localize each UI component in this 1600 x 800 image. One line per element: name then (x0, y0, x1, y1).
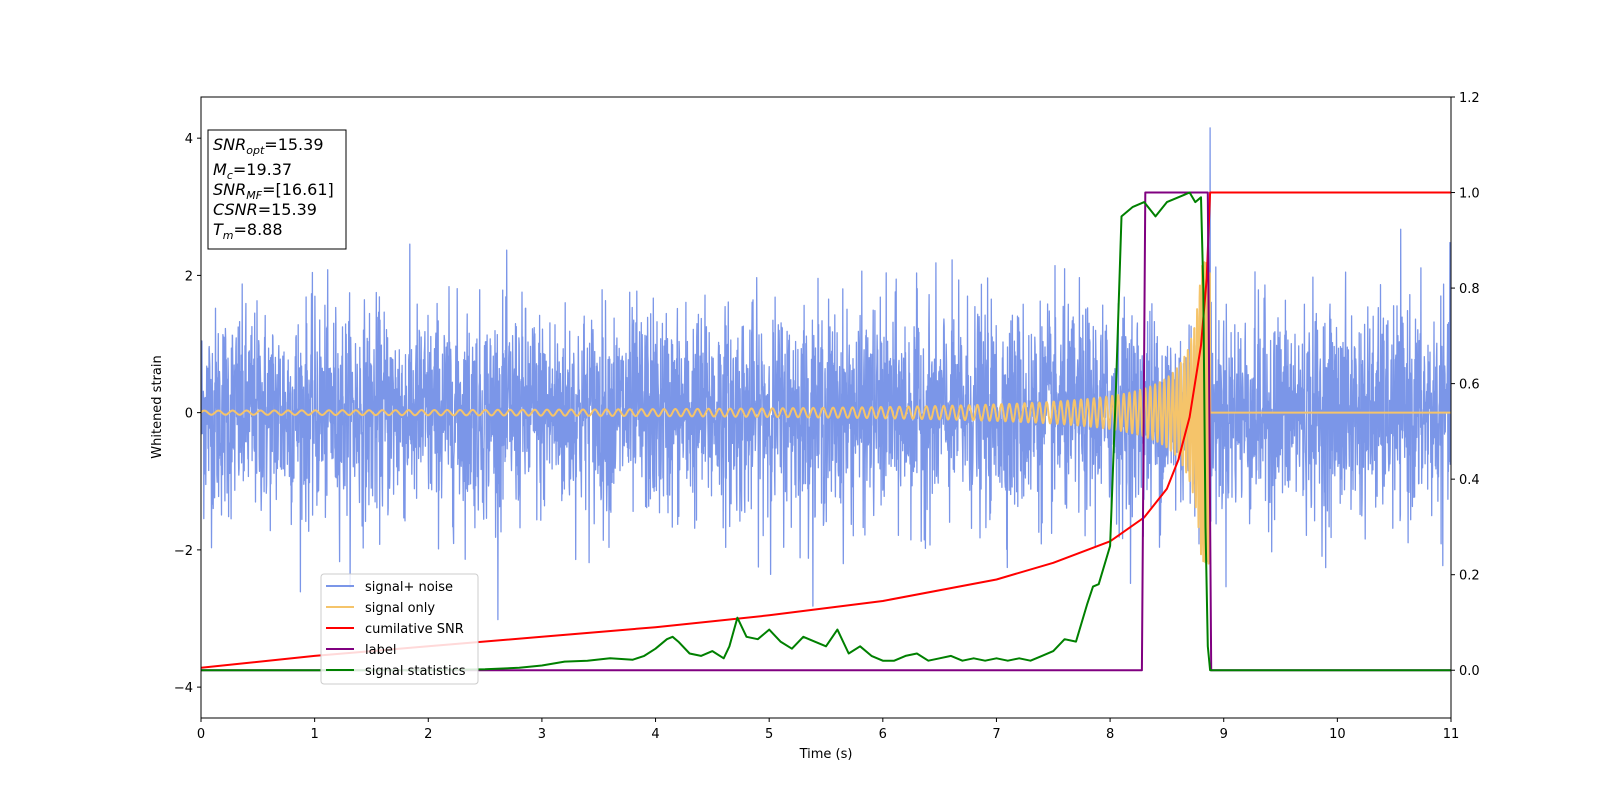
series-line-0 (201, 127, 1451, 621)
annotation-line: SNRopt=15.39 (213, 135, 324, 157)
x-tick-label: 4 (651, 727, 659, 742)
x-tick-label: 11 (1443, 727, 1460, 742)
y2-tick-label: 0.6 (1459, 378, 1480, 393)
annotation-line: Mc=19.37 (213, 160, 292, 182)
plot-frame (200, 96, 1452, 719)
y2-tick-label: 0.4 (1459, 473, 1480, 488)
y-axis-right: 0.0 0.2 0.4 0.6 0.8 1.0 1.2 (1451, 91, 1480, 679)
series-line-4 (201, 191, 1451, 672)
x-tick-label: 6 (879, 727, 887, 742)
y-tick-label: 2 (185, 269, 193, 284)
y-tick-label: 0 (185, 407, 193, 422)
x-tick-label: 1 (310, 727, 318, 742)
x-tick-label: 5 (765, 727, 773, 742)
legend-frame (320, 573, 479, 685)
annotation-line: CSNR=15.39 (213, 200, 317, 219)
annotation-frame (207, 129, 347, 250)
annotation-line: SNRMF=[16.61] (213, 180, 334, 202)
x-tick-label: 0 (197, 727, 205, 742)
stats-annotation-box: SNRopt=15.39 Mc=19.37SNRMF=[16.61]CSNR=15… (207, 129, 347, 250)
legend: signal+ noise signal only cumilative SNR la… (320, 573, 479, 685)
y-tick-label: 4 (185, 132, 193, 147)
y2-tick-label: 0.0 (1459, 664, 1480, 679)
y2-tick-label: 0.2 (1459, 569, 1480, 584)
x-tick-label: 10 (1329, 727, 1346, 742)
series-line-1 (201, 261, 1451, 565)
y2-tick-label: 1.2 (1459, 91, 1480, 106)
x-tick-label: 7 (992, 727, 1000, 742)
plot-area (201, 127, 1451, 672)
x-axis: 0 1 2 3 4 5 6 7 8 9 10 11 (197, 718, 1459, 742)
legend-label: cumilative SNR (365, 622, 464, 637)
y-tick-label: −2 (174, 544, 193, 559)
x-tick-label: 2 (424, 727, 432, 742)
x-tick-label: 8 (1106, 727, 1114, 742)
legend-label: label (365, 643, 396, 658)
annotation-line: Tm=8.88 (213, 220, 283, 242)
y2-tick-label: 0.8 (1459, 282, 1480, 297)
legend-label: signal only (365, 601, 435, 616)
y-axis-label: Whitened strain (150, 355, 165, 458)
y-tick-label: −4 (174, 681, 193, 696)
x-tick-label: 9 (1220, 727, 1228, 742)
x-tick-label: 3 (538, 727, 546, 742)
y2-tick-label: 1.0 (1459, 187, 1480, 202)
legend-label: signal+ noise (365, 580, 453, 595)
x-axis-label: Time (s) (799, 747, 853, 762)
legend-label: signal statistics (365, 664, 466, 679)
series-line-2 (201, 191, 1451, 669)
y-axis-left: −4 −2 0 2 4 (174, 132, 201, 696)
